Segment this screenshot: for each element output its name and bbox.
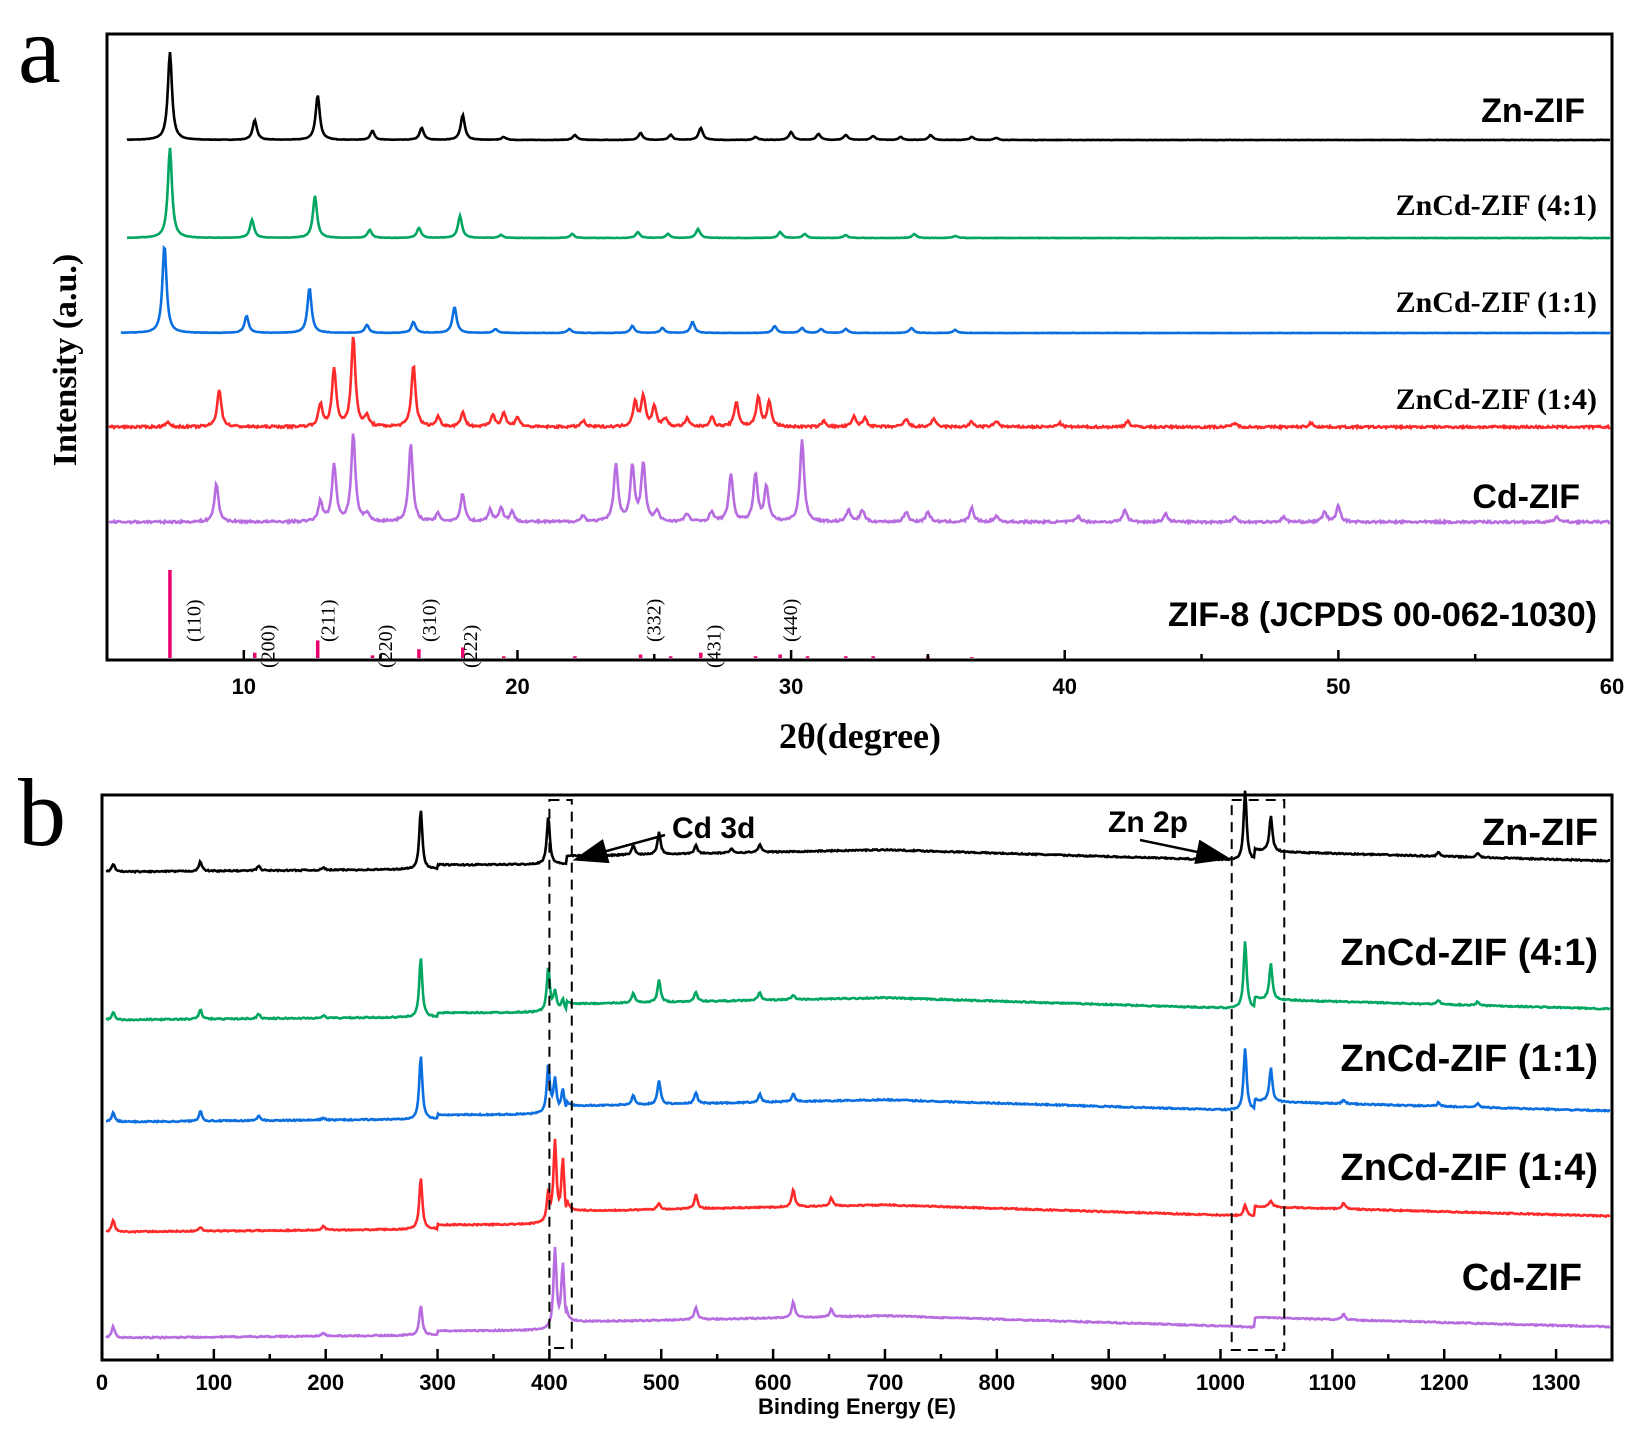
panel-b-xlabel: Binding Energy (E): [758, 1394, 956, 1419]
panel-b-series-3-line: [105, 1048, 1611, 1124]
cd3d-annotation: Cd 3d: [672, 812, 755, 845]
panel-b-series-4-label: ZnCd-ZIF (1:4): [1340, 1147, 1598, 1189]
panel-b-series-labels: Zn-ZIF ZnCd-ZIF (4:1) ZnCd-ZIF (1:1) ZnCd-Z…: [1340, 812, 1598, 1299]
panel-b-series-2-label: ZnCd-ZIF (4:1): [1340, 932, 1598, 974]
panel-a-x-ticks: 10 20 30 40 50 60: [105, 650, 1624, 699]
panel-a-series-3-label: ZnCd-ZIF (1:1): [1396, 286, 1597, 319]
panel-b-series-5-line: [105, 1246, 1611, 1340]
panel-b-annotations: Cd 3d Zn 2p: [548, 799, 1286, 1351]
panel-a-x-tick-label: 60: [1600, 674, 1624, 699]
panel-b-x-tick-label: 800: [978, 1370, 1015, 1395]
zn2p-dashed-box: [1230, 799, 1286, 1351]
panel-b-x-tick-label: 900: [1090, 1370, 1127, 1395]
panel-b-x-tick-label: 1200: [1420, 1370, 1469, 1395]
panel-a-x-tick-label: 40: [1052, 674, 1076, 699]
panel-a-series-5-label: Cd-ZIF: [1472, 478, 1580, 516]
cd3d-dashed-box: [548, 799, 573, 1349]
zn2p-arrow: [1139, 838, 1232, 865]
panel-a-traces: [108, 51, 1611, 526]
panel-a-x-tick-label: 50: [1326, 674, 1350, 699]
panel-b-letter: b: [18, 759, 66, 866]
panel-b-series-1-label: Zn-ZIF: [1482, 812, 1598, 854]
panel-b-series-4-line: [105, 1138, 1611, 1235]
panel-a-series-2-line: [127, 147, 1611, 240]
hkl-label: (211): [318, 599, 340, 642]
panel-a-reference: (110) (200) (211) (220) (310) (222) (332) (431)…: [168, 570, 1597, 668]
panel-b-x-tick-label: 300: [419, 1370, 456, 1395]
panel-a: a Intensity (a.u.) (110)(200)(211)(220)(…: [18, 0, 1624, 756]
panel-a-series-4-label: ZnCd-ZIF (1:4): [1396, 383, 1597, 416]
panel-b-series-5-label: Cd-ZIF: [1462, 1257, 1582, 1299]
panel-a-series-3-line: [120, 244, 1611, 335]
panel-b-frame: [100, 793, 1614, 1362]
hkl-label: (220): [375, 625, 397, 668]
panel-b-series-3-label: ZnCd-ZIF (1:1): [1340, 1038, 1598, 1080]
cd3d-arrow: [572, 833, 666, 864]
hkl-label: (310): [419, 599, 441, 642]
panel-b-x-tick-label: 100: [195, 1370, 232, 1395]
panel-a-x-tick-label: 20: [505, 674, 529, 699]
reference-label: ZIF-8 (JCPDS 00-062-1030): [1168, 596, 1597, 634]
panel-a-series-1-label: Zn-ZIF: [1481, 92, 1585, 130]
panel-b-x-tick-label: 200: [307, 1370, 344, 1395]
hkl-label: (431): [703, 625, 725, 668]
panel-b-series-2-line: [105, 941, 1611, 1022]
panel-b-x-tick-label: 1000: [1196, 1370, 1245, 1395]
panel-b-x-tick-label: 700: [867, 1370, 904, 1395]
hkl-label: (222): [460, 625, 482, 668]
panel-a-series-4-line: [108, 336, 1611, 431]
hkl-label: (332): [643, 599, 665, 642]
panel-a-letter: a: [18, 0, 61, 103]
panel-a-x-tick-label: 10: [232, 674, 256, 699]
panel-b-x-tick-label: 400: [531, 1370, 568, 1395]
panel-b-traces: [105, 790, 1611, 1340]
panel-b: b Zn-ZIF ZnCd-ZIF (4:1) ZnCd-ZIF (1:1) ZnCd…: [18, 759, 1614, 1419]
panel-b-x-tick-label: 600: [755, 1370, 792, 1395]
hkl-label: (110): [184, 599, 206, 642]
panel-a-series-5-line: [108, 433, 1611, 526]
panel-b-x-ticks: 0 100 200 300 400 500 600 700 800 900 1000 1100 1200…: [96, 1349, 1614, 1395]
panel-b-x-tick-label: 1300: [1532, 1370, 1581, 1395]
panel-a-frame: [105, 32, 1614, 662]
panel-a-xlabel: 2θ(degree): [779, 716, 941, 756]
panel-a-x-tick-label: 30: [779, 674, 803, 699]
panel-b-series-1-line: [105, 790, 1610, 875]
panel-b-x-tick-label: 1100: [1309, 1370, 1357, 1395]
zn2p-annotation: Zn 2p: [1108, 806, 1188, 839]
panel-a-series-2-label: ZnCd-ZIF (4:1): [1396, 189, 1597, 222]
panel-a-series-1-line: [126, 51, 1611, 142]
hkl-label: (440): [780, 599, 802, 642]
hkl-label: (200): [257, 625, 279, 668]
panel-a-ylabel: Intensity (a.u.): [47, 254, 84, 467]
panel-b-x-tick-label: 500: [643, 1370, 680, 1395]
panel-b-x-tick-label: 0: [96, 1370, 108, 1395]
panel-a-series-labels: Zn-ZIF ZnCd-ZIF (4:1) ZnCd-ZIF (1:1) ZnCd-Z…: [1396, 92, 1597, 516]
